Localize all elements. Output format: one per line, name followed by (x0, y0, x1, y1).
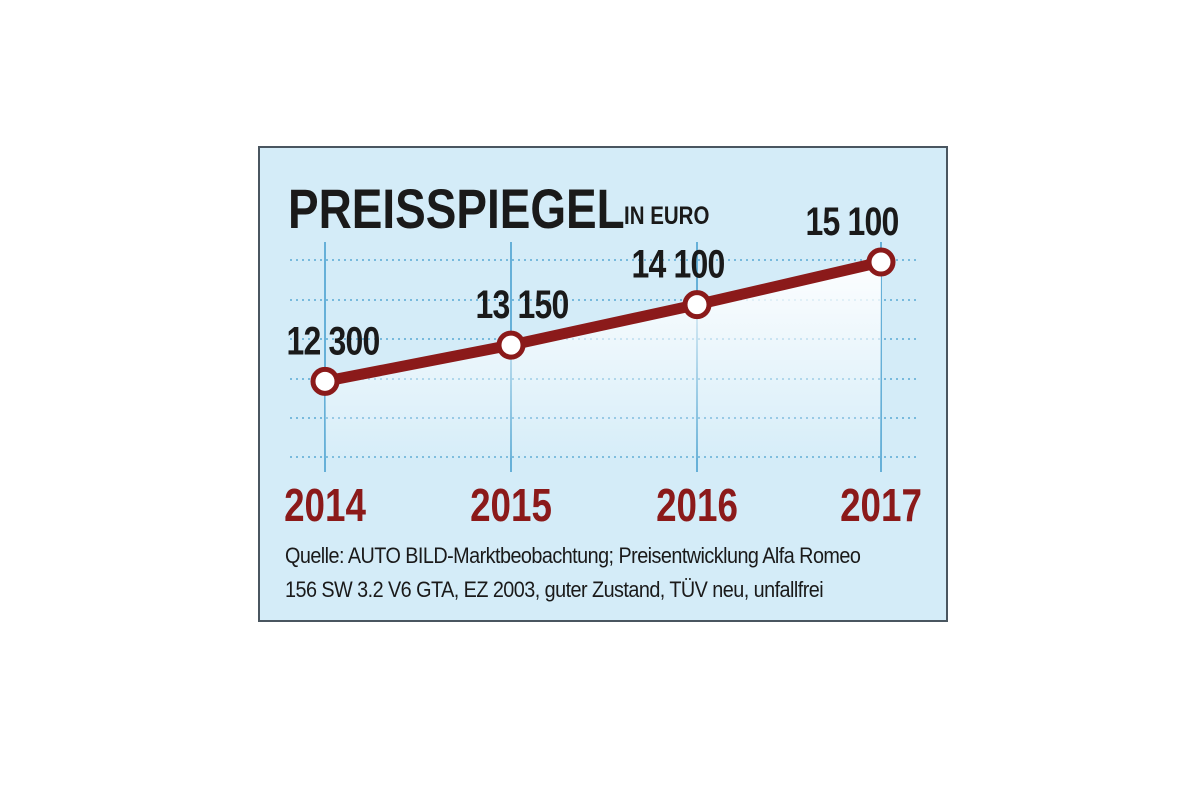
data-label: 15 100 (805, 199, 898, 244)
data-label: 12 300 (286, 318, 379, 363)
x-tick-label: 2017 (840, 479, 922, 531)
year-labels: 2014 2015 2016 2017 (284, 479, 922, 531)
data-label: 13 150 (475, 282, 568, 327)
value-labels: 12 300 13 150 14 100 15 100 (286, 199, 899, 364)
x-tick-label: 2016 (656, 479, 738, 531)
source-line-1: Quelle: AUTO BILD-Marktbeobachtung; Prei… (285, 543, 861, 568)
x-tick-label: 2014 (284, 479, 366, 531)
data-point (310, 366, 340, 396)
data-point (496, 330, 526, 360)
chart-subtitle: IN EURO (624, 201, 709, 229)
data-point (866, 247, 896, 277)
data-points (310, 247, 896, 396)
data-label: 14 100 (631, 241, 724, 286)
series-line-layer (319, 256, 887, 387)
data-point (682, 290, 712, 320)
chart-title-group: PREISSPIEGEL IN EURO (288, 178, 709, 240)
series-line (319, 256, 887, 387)
source-line-2: 156 SW 3.2 V6 GTA, EZ 2003, guter Zustan… (285, 577, 824, 602)
chart-title: PREISSPIEGEL (288, 178, 625, 240)
area-fill (325, 262, 881, 458)
x-tick-label: 2015 (470, 479, 552, 531)
area-under-line (325, 262, 881, 458)
